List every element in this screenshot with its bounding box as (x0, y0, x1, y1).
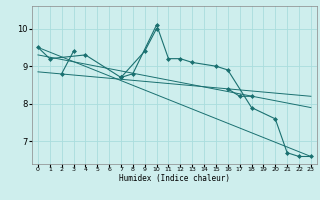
X-axis label: Humidex (Indice chaleur): Humidex (Indice chaleur) (119, 174, 230, 183)
